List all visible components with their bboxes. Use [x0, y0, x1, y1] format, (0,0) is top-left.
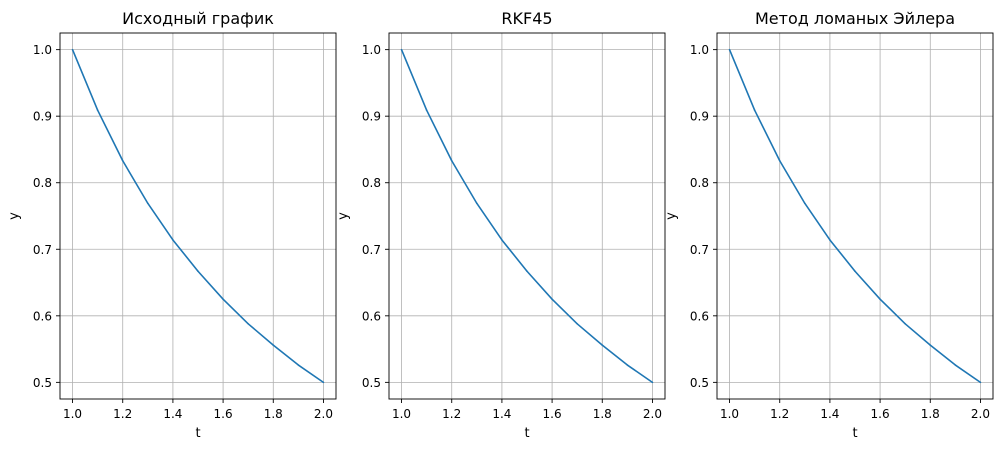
x-tick-label: 1.6	[871, 407, 890, 421]
data-point	[425, 109, 428, 111]
x-tick-label: 1.2	[770, 407, 789, 421]
x-tick-label: 1.6	[543, 407, 562, 421]
y-tick-label: 0.7	[33, 243, 52, 257]
series-line	[400, 49, 653, 384]
data-point	[400, 48, 403, 51]
y-tick-label: 0.5	[362, 376, 381, 390]
chart-title: RKF45	[501, 9, 552, 28]
y-tick-label: 0.8	[362, 176, 381, 190]
data-point	[297, 364, 300, 366]
data-point	[526, 270, 528, 273]
data-point	[247, 323, 249, 325]
data-point	[147, 202, 149, 205]
x-tick-label: 1.0	[63, 407, 82, 421]
y-tick-label: 0.5	[33, 376, 52, 390]
y-tick-label: 1.0	[362, 43, 381, 57]
data-point	[96, 109, 99, 111]
data-point	[197, 270, 199, 273]
data-point	[829, 239, 831, 241]
y-tick-label: 0.7	[362, 243, 381, 257]
subplot-3: 1.0 1.2 1.4 1.6 1.8 2.0 0.5 0.6 0.7 0.8 0.9 1.0 Мето…	[664, 9, 994, 441]
data-point	[121, 159, 124, 162]
x-tick-label: 1.0	[392, 407, 411, 421]
y-tick-label: 0.6	[362, 309, 381, 323]
data-point	[728, 48, 731, 51]
data-point	[904, 323, 906, 325]
data-point	[476, 202, 478, 205]
data-point	[979, 381, 982, 384]
x-tick-label: 1.8	[921, 407, 940, 421]
x-tick-label: 1.4	[163, 407, 182, 421]
data-point	[753, 109, 756, 111]
data-point	[71, 48, 74, 51]
y-tick-label: 0.6	[33, 309, 52, 323]
y-tick-label: 0.8	[33, 176, 52, 190]
series-line	[71, 49, 324, 384]
x-tick-label: 1.6	[214, 407, 233, 421]
axes-frame	[388, 32, 666, 400]
data-point	[322, 381, 325, 384]
data-point	[601, 344, 604, 346]
y-axis-label: y	[336, 212, 351, 220]
axes-frame	[716, 32, 994, 400]
x-axis-label: t	[852, 426, 857, 441]
data-point	[954, 364, 957, 366]
data-point	[576, 323, 578, 325]
y-axis-label: y	[7, 212, 22, 220]
axes-frame	[59, 32, 337, 400]
series-line	[728, 49, 981, 384]
y-tick-label: 0.9	[690, 110, 709, 124]
data-point	[626, 364, 629, 366]
data-point	[551, 298, 553, 300]
y-tick-label: 1.0	[690, 43, 709, 57]
y-tick-label: 0.8	[690, 176, 709, 190]
data-point	[172, 239, 174, 241]
data-point	[804, 202, 806, 205]
x-tick-label: 1.8	[593, 407, 612, 421]
x-axis-label: t	[195, 426, 200, 441]
y-tick-label: 0.9	[362, 110, 381, 124]
y-tick-label: 0.7	[690, 243, 709, 257]
data-point	[272, 344, 275, 346]
data-point	[501, 239, 503, 241]
data-point	[929, 344, 932, 346]
chart-title: Исходный график	[122, 9, 274, 28]
x-tick-label: 1.4	[820, 407, 839, 421]
x-tick-label: 1.2	[113, 407, 132, 421]
data-point	[854, 270, 856, 273]
x-axis-label: t	[524, 426, 529, 441]
x-tick-label: 1.0	[720, 407, 739, 421]
data-point	[222, 298, 224, 300]
y-tick-label: 0.6	[690, 309, 709, 323]
x-tick-label: 1.4	[492, 407, 511, 421]
x-tick-label: 2.0	[314, 407, 333, 421]
subplot-2: 1.0 1.2 1.4 1.6 1.8 2.0 0.5 0.6 0.7 0.8 0.9 1.0 RKF4…	[336, 9, 666, 441]
x-tick-label: 1.2	[442, 407, 461, 421]
data-point	[778, 159, 781, 162]
data-point	[450, 159, 453, 162]
x-tick-label: 2.0	[971, 407, 990, 421]
x-tick-label: 1.8	[264, 407, 283, 421]
chart-title: Метод ломаных Эйлера	[755, 9, 955, 28]
data-point	[879, 298, 881, 300]
x-tick-label: 2.0	[643, 407, 662, 421]
data-point	[651, 381, 654, 384]
y-tick-label: 1.0	[33, 43, 52, 57]
subplot-1: 1.0 1.2 1.4 1.6 1.8 2.0 0.5 0.6 0.7 0.8 0.9 1.0 Исхо…	[7, 9, 337, 441]
y-tick-label: 0.5	[690, 376, 709, 390]
y-axis-label: y	[664, 212, 679, 220]
y-tick-label: 0.9	[33, 110, 52, 124]
